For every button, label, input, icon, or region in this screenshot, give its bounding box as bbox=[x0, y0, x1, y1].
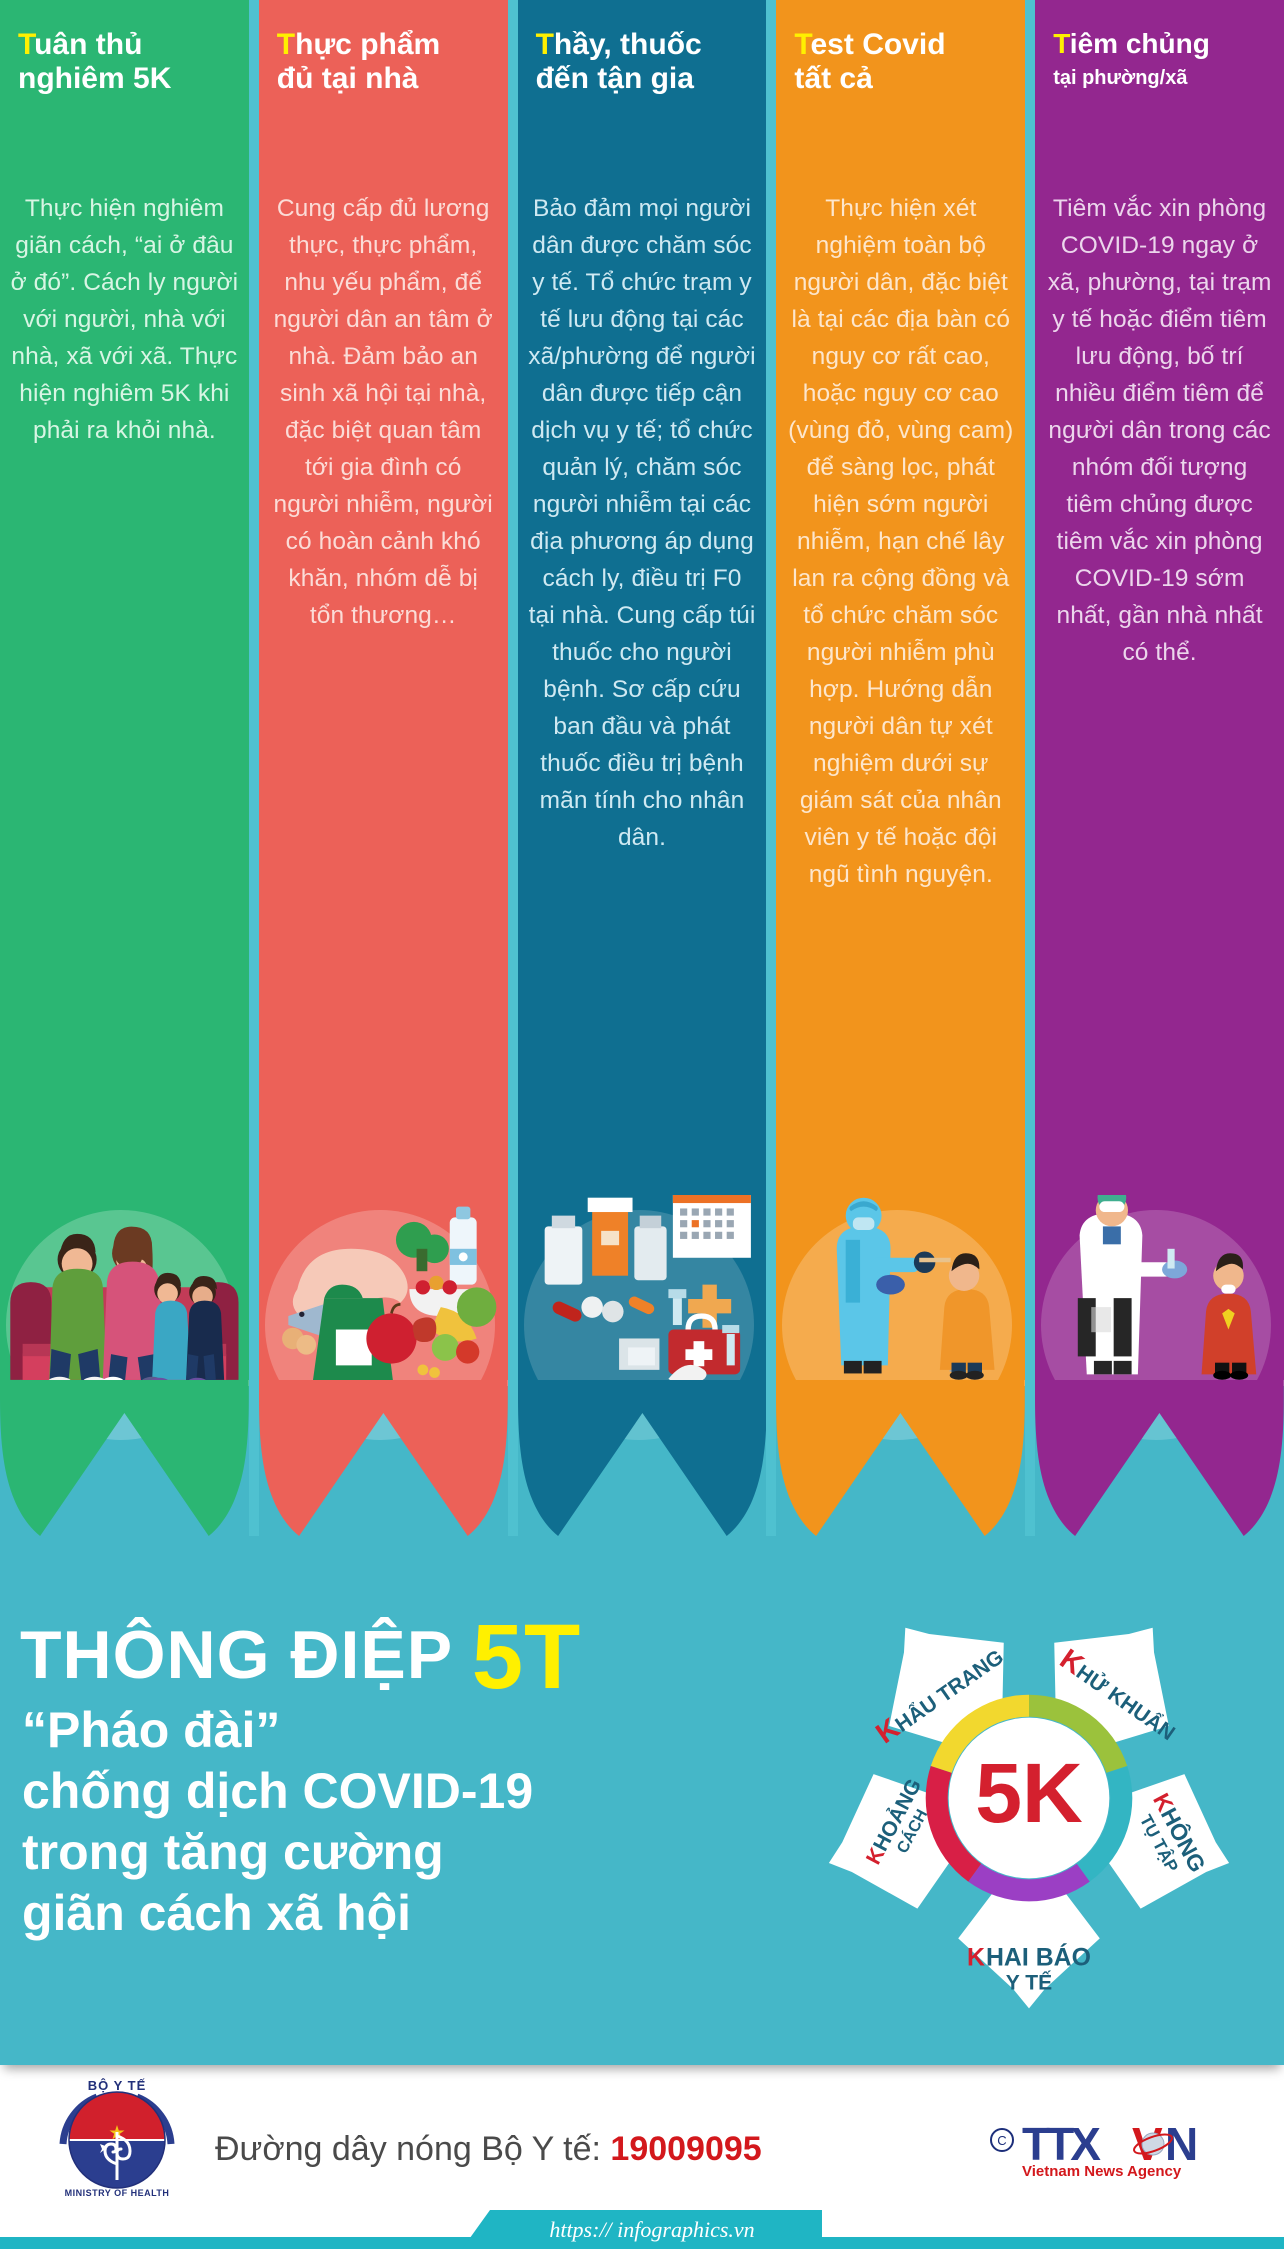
svg-text:Vietnam News Agency: Vietnam News Agency bbox=[1022, 2163, 1182, 2180]
svg-text:C: C bbox=[997, 2133, 1006, 2148]
svg-text:Y TẾ: Y TẾ bbox=[1006, 1971, 1052, 1994]
svg-text:https:// infographics.vn: https:// infographics.vn bbox=[549, 2217, 754, 2242]
svg-text:5K: 5K bbox=[975, 1746, 1083, 1840]
svg-text:MINISTRY OF HEALTH: MINISTRY OF HEALTH bbox=[65, 2188, 170, 2198]
svg-text:KHAI BÁO: KHAI BÁO bbox=[967, 1942, 1091, 1971]
svg-text:BỘ Y TẾ: BỘ Y TẾ bbox=[88, 2078, 147, 2093]
